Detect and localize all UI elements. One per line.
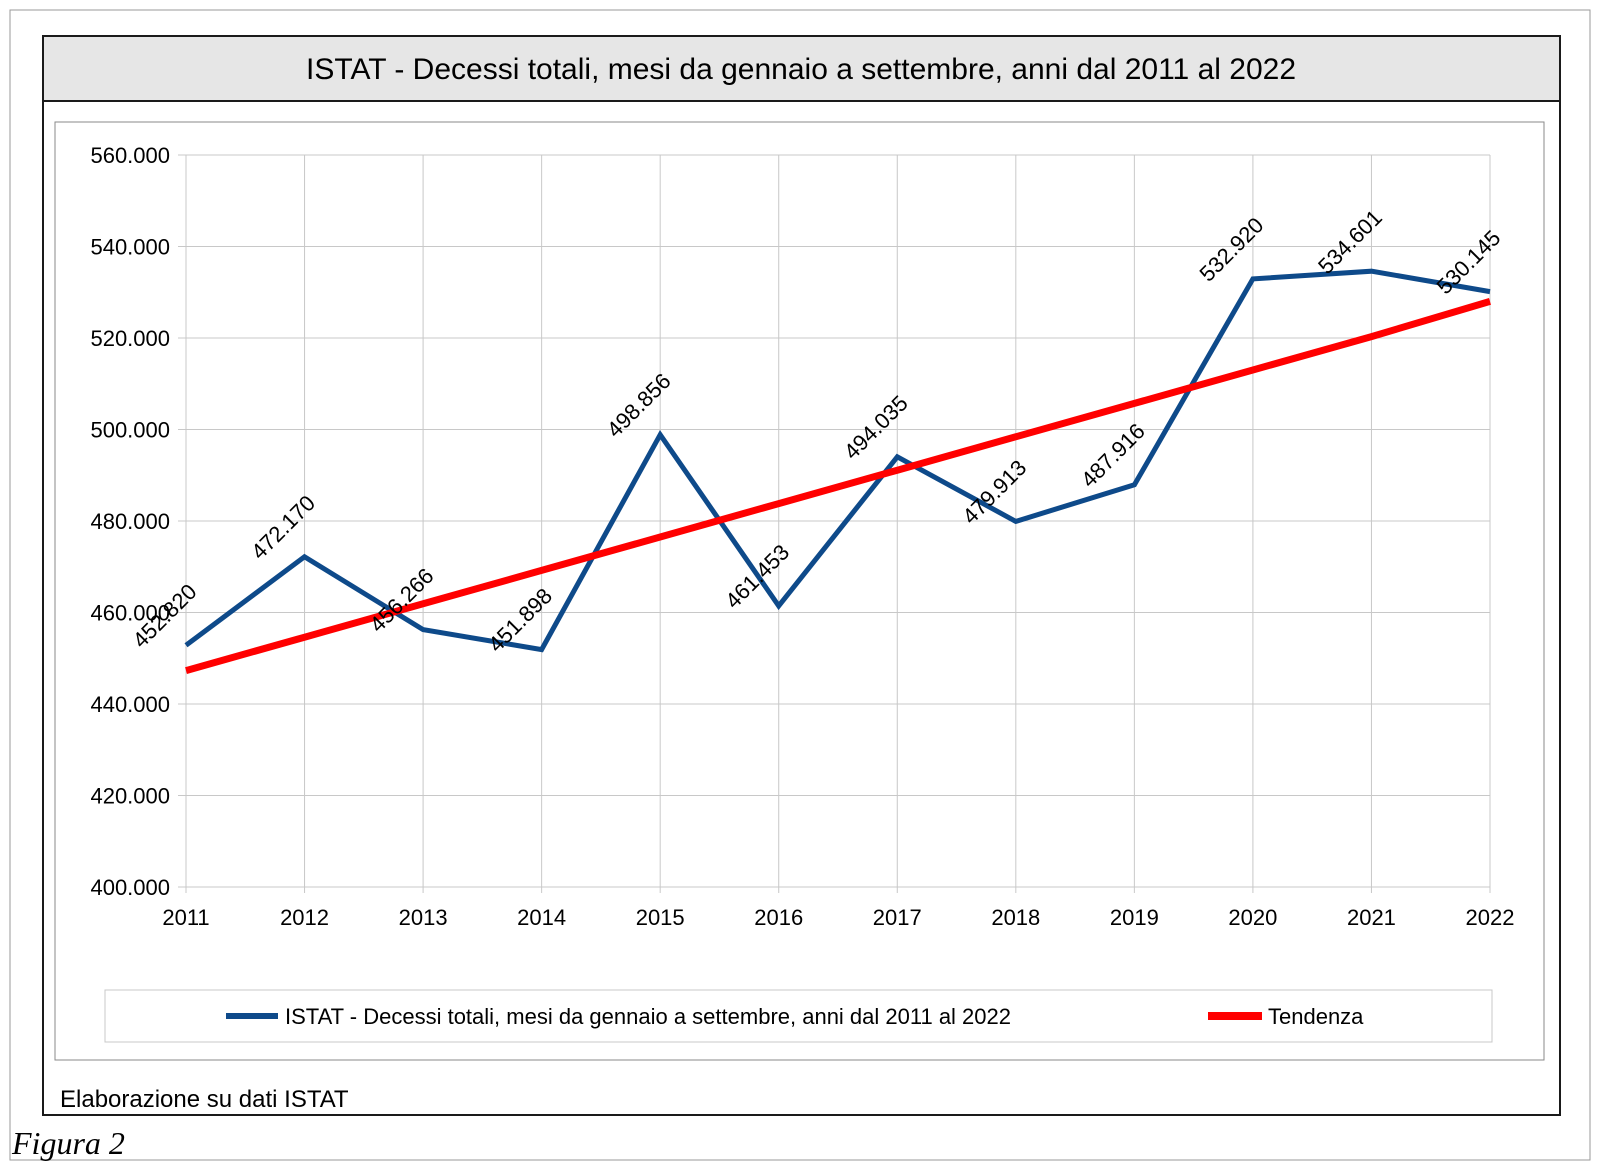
x-tick-label: 2016: [754, 905, 803, 930]
source-note: Elaborazione su dati ISTAT: [60, 1086, 349, 1113]
legend-label-series-1: ISTAT - Decessi totali, mesi da gennaio …: [285, 1004, 1011, 1029]
y-tick-label: 560.000: [90, 143, 170, 168]
chart-title: ISTAT - Decessi totali, mesi da gennaio …: [306, 53, 1296, 86]
figure-caption: Figura 2: [11, 1125, 125, 1161]
x-tick-label: 2015: [636, 905, 685, 930]
title-band: [42, 35, 1561, 102]
x-tick-label: 2013: [399, 905, 448, 930]
series-lines: [184, 268, 1491, 674]
y-tick-label: 460.000: [90, 601, 170, 626]
y-tick-label: 400.000: [90, 875, 170, 900]
x-tick-label: 2021: [1347, 905, 1396, 930]
legend: ISTAT - Decessi totali, mesi da gennaio …: [104, 989, 1493, 1043]
y-tick-label: 540.000: [90, 235, 170, 260]
y-tick-label: 420.000: [90, 784, 170, 809]
x-tick-label: 2019: [1110, 905, 1159, 930]
x-tick-label: 2014: [517, 905, 566, 930]
x-tick-label: 2017: [873, 905, 922, 930]
series-line-decessi: [184, 268, 1491, 653]
y-tick-label: 440.000: [90, 692, 170, 717]
y-tick-label: 520.000: [90, 326, 170, 351]
legend-label-series-2: Tendenza: [1268, 1004, 1364, 1029]
series-line-tendenza: [185, 298, 1491, 674]
x-tick-label: 2018: [991, 905, 1040, 930]
grid: [178, 154, 1491, 893]
y-tick-label: 500.000: [90, 418, 170, 443]
tick-labels: 400.000 420.000 440.000 460.000 480.000 500.0…: [90, 143, 1514, 930]
y-tick-label: 480.000: [90, 509, 170, 534]
x-tick-label: 2011: [162, 905, 209, 930]
x-tick-label: 2012: [280, 905, 329, 930]
x-tick-label: 2022: [1466, 905, 1515, 930]
x-tick-label: 2020: [1228, 905, 1277, 930]
